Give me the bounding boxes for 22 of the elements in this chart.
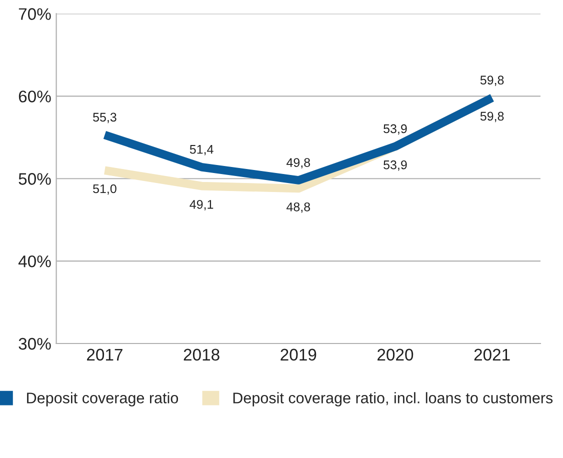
data-label: 49,1 bbox=[190, 200, 214, 210]
data-label: 48,8 bbox=[286, 202, 310, 213]
data-label: 51,0 bbox=[93, 184, 116, 195]
y-tick-label: 70% bbox=[18, 8, 51, 20]
x-tick-label: 2017 bbox=[87, 348, 122, 361]
y-tick-label: 40% bbox=[18, 255, 51, 268]
data-label: 53,9 bbox=[384, 124, 407, 135]
data-label: 55,3 bbox=[93, 112, 116, 124]
y-tick-label: 50% bbox=[18, 173, 51, 185]
data-label: 59,8 bbox=[480, 76, 504, 86]
x-tick-label: 2019 bbox=[280, 348, 316, 361]
y-tick-label: 30% bbox=[18, 338, 51, 350]
data-label: 59,8 bbox=[480, 112, 504, 122]
x-tick-label: 2020 bbox=[378, 348, 414, 361]
y-tick-label: 60% bbox=[18, 90, 51, 102]
x-tick-label: 2021 bbox=[474, 348, 510, 361]
data-label: 51,4 bbox=[190, 145, 214, 156]
data-label: 53,9 bbox=[384, 160, 407, 171]
data-label: 49,8 bbox=[286, 158, 310, 168]
legend-label: Deposit coverage ratio, incl. loans to customers bbox=[233, 392, 553, 406]
x-tick-label: 2018 bbox=[184, 348, 220, 361]
legend-label: Deposit coverage ratio bbox=[27, 392, 178, 406]
